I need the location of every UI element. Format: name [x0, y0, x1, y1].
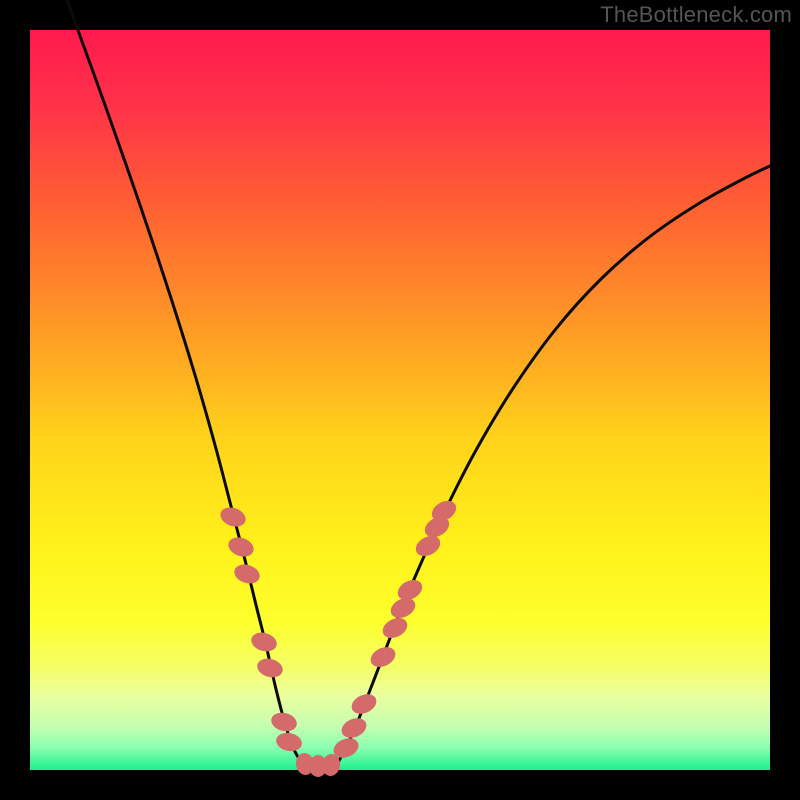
plot-gradient-area: [30, 30, 770, 770]
watermark-text: TheBottleneck.com: [600, 2, 792, 28]
plot-svg: [0, 0, 800, 800]
chart-canvas: TheBottleneck.com: [0, 0, 800, 800]
